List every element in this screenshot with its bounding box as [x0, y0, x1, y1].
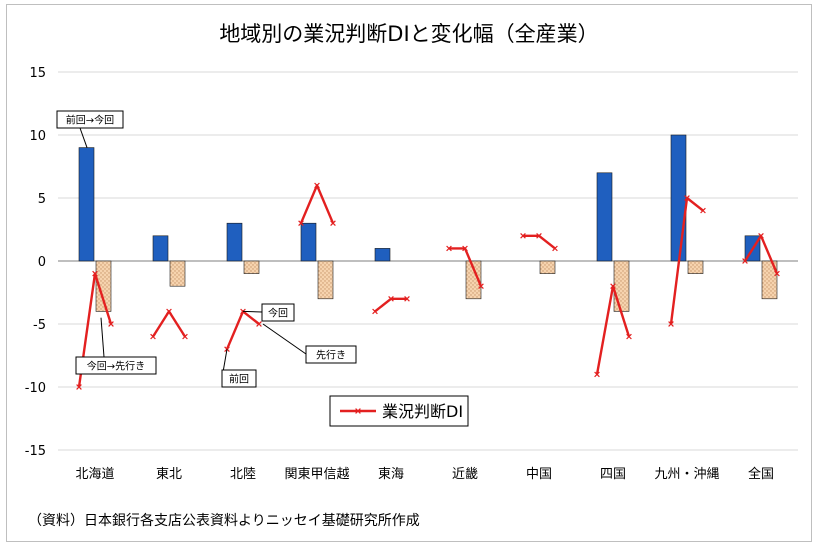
callout-now-box — [261, 303, 295, 322]
x-tick-label: 四国 — [600, 467, 626, 482]
di-point — [256, 321, 262, 327]
callout-next: 先行き — [316, 349, 346, 362]
bar-change — [465, 260, 482, 300]
bar-current — [78, 147, 95, 262]
di-line — [374, 297, 407, 313]
di-point — [446, 245, 452, 252]
bar-change — [687, 260, 704, 274]
di-line — [225, 310, 260, 350]
x-tick-label: 東海 — [378, 466, 404, 482]
di-point — [314, 182, 320, 189]
di-point — [520, 232, 526, 239]
bar-change — [317, 260, 334, 300]
chart-title: 地域別の業況判断DIと変化幅（全産業） — [219, 22, 599, 46]
callout-now: 今回 — [268, 307, 288, 320]
callout-prev-box — [221, 369, 257, 388]
callout-prev-to-now-box — [56, 110, 124, 129]
y-tick-label: 0 — [38, 255, 46, 270]
di-point — [594, 371, 600, 378]
x-tick-label: 中国 — [526, 467, 552, 482]
di-point — [150, 333, 156, 340]
di-point — [478, 283, 484, 290]
bar-change — [539, 260, 556, 274]
bar-change — [243, 260, 260, 274]
di-point — [758, 232, 764, 239]
di-point — [552, 245, 558, 252]
di-point — [92, 270, 98, 277]
callout-now-leader — [242, 310, 263, 313]
di-point — [700, 207, 706, 214]
callout-prev: 前回 — [229, 373, 249, 386]
bar-change — [761, 260, 778, 300]
callout-prev-to-now: 前回→今回 — [66, 114, 114, 127]
di-line — [299, 184, 335, 224]
di-point — [108, 321, 114, 327]
y-tick-label: -15 — [25, 444, 46, 459]
bar-change — [95, 260, 112, 312]
di-point — [372, 308, 378, 315]
bar-change — [613, 260, 630, 312]
x-tick-label: 近畿 — [452, 467, 478, 482]
x-tick-label: 九州・沖縄 — [654, 467, 719, 482]
di-point — [404, 295, 410, 302]
callout-next-box — [305, 345, 357, 364]
x-tick-label: 全国 — [748, 466, 774, 482]
di-point — [626, 333, 632, 340]
bar-current — [670, 134, 687, 262]
x-tick-label: 北海道 — [75, 467, 114, 482]
di-point — [330, 220, 336, 227]
di-point — [388, 295, 394, 302]
di-point — [298, 220, 304, 227]
bar-current — [152, 235, 169, 262]
bar-change — [169, 260, 186, 287]
bar-current — [596, 172, 613, 262]
di-point — [166, 308, 172, 315]
callout-now-to-next-leader — [100, 317, 105, 358]
y-tick-label: 15 — [29, 66, 46, 81]
di-point — [182, 333, 188, 340]
legend-label: 業況判断DI — [382, 402, 463, 421]
di-point — [76, 384, 82, 390]
callout-prev-to-now-leader — [79, 127, 88, 148]
callout-now-to-next: 今回→先行き — [87, 360, 145, 373]
di-point — [668, 321, 674, 327]
di-point — [610, 283, 616, 290]
di-point — [536, 232, 542, 239]
x-tick-label: 関東甲信越 — [284, 466, 349, 482]
y-tick-label: -10 — [25, 381, 46, 396]
callout-next-leader — [262, 323, 307, 355]
x-tick-label: 東北 — [156, 466, 182, 482]
di-point — [774, 270, 780, 277]
x-tick-label: 北陸 — [230, 466, 256, 482]
di-line — [523, 234, 556, 250]
di-point — [462, 245, 468, 252]
di-point — [684, 195, 690, 201]
bar-current — [226, 222, 243, 262]
legend-marker — [355, 408, 361, 414]
callout-now-to-next-box — [75, 356, 157, 375]
y-tick-label: 5 — [38, 192, 46, 207]
y-tick-label: 10 — [29, 129, 46, 144]
di-point — [742, 258, 748, 264]
y-tick-label: -5 — [33, 318, 46, 333]
source-note: （資料）日本銀行各支店公表資料よりニッセイ基礎研究所作成 — [28, 513, 420, 529]
bar-current — [300, 222, 317, 262]
bar-current — [374, 248, 391, 262]
